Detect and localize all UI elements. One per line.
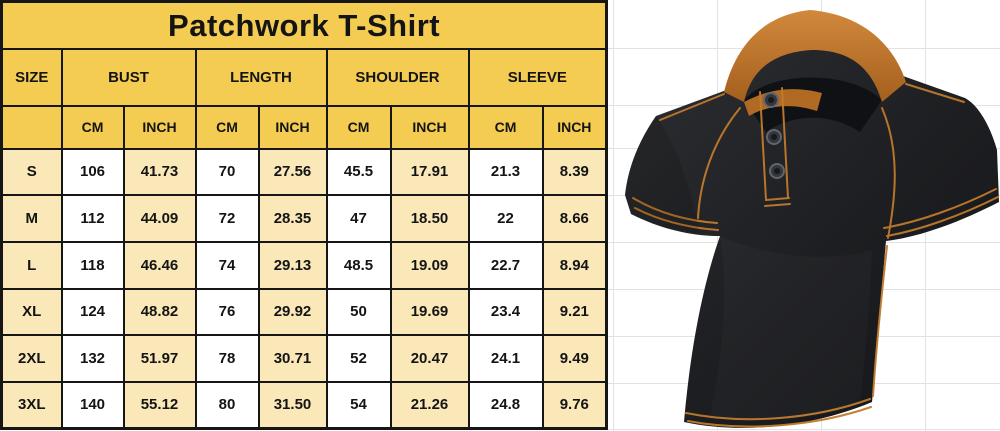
- value-cell: 76: [194, 287, 260, 337]
- button: [769, 163, 785, 179]
- value-cell: 29.92: [257, 287, 328, 337]
- value-cell: 51.97: [122, 334, 197, 383]
- value-cell: 52: [325, 334, 392, 383]
- value-cell: 44.09: [122, 194, 197, 243]
- value-cell: 24.1: [467, 334, 544, 383]
- placket-buttons: [763, 92, 785, 179]
- value-cell: 41.73: [122, 147, 197, 197]
- value-cell: 18.50: [389, 194, 470, 243]
- value-cell: 8.66: [541, 194, 608, 243]
- col-header-bust: BUST: [60, 48, 197, 108]
- value-cell: 74: [194, 240, 260, 290]
- size-cell: M: [0, 194, 63, 243]
- button: [766, 129, 782, 145]
- unit-header-inch: INCH: [541, 105, 608, 150]
- value-cell: 48.5: [325, 240, 392, 290]
- col-header-sleeve: SLEEVE: [467, 48, 608, 108]
- grid-line: [613, 0, 614, 431]
- value-cell: 9.21: [541, 287, 608, 337]
- value-cell: 80: [194, 380, 260, 430]
- value-cell: 140: [60, 380, 125, 430]
- unit-header-cm: CM: [60, 105, 125, 150]
- table-row: XL 124 48.82 76 29.92 50 19.69 23.4 9.21: [0, 287, 608, 337]
- value-cell: 8.39: [541, 147, 608, 197]
- product-photo: Black short-sleeve henley t-shirt with c…: [625, 10, 999, 428]
- fabric-shading: [625, 116, 700, 233]
- unit-header-inch: INCH: [122, 105, 197, 150]
- shirt-collar: [724, 10, 906, 102]
- value-cell: 47: [325, 194, 392, 243]
- table-row: L 118 46.46 74 29.13 48.5 19.09 22.7 8.9…: [0, 240, 608, 290]
- value-cell: 22: [467, 194, 544, 243]
- value-cell: 30.71: [257, 334, 328, 383]
- unit-header-inch: INCH: [257, 105, 328, 150]
- table-row: 3XL 140 55.12 80 31.50 54 21.26 24.8 9.7…: [0, 380, 608, 430]
- value-cell: 112: [60, 194, 125, 243]
- size-cell: L: [0, 240, 63, 290]
- group-header-row: SIZE BUST LENGTH SHOULDER SLEEVE: [0, 48, 608, 108]
- value-cell: 78: [194, 334, 260, 383]
- value-cell: 48.82: [122, 287, 197, 337]
- size-cell: 2XL: [0, 334, 63, 383]
- value-cell: 124: [60, 287, 125, 337]
- value-cell: 19.09: [389, 240, 470, 290]
- value-cell: 9.76: [541, 380, 608, 430]
- button: [763, 92, 779, 108]
- value-cell: 23.4: [467, 287, 544, 337]
- contrast-stitching: [632, 83, 999, 428]
- title-row: Patchwork T-Shirt: [0, 0, 608, 51]
- value-cell: 8.94: [541, 240, 608, 290]
- value-cell: 31.50: [257, 380, 328, 430]
- value-cell: 45.5: [325, 147, 392, 197]
- value-cell: 27.56: [257, 147, 328, 197]
- col-header-size: SIZE: [0, 48, 63, 108]
- unit-header-cm: CM: [467, 105, 544, 150]
- value-cell: 72: [194, 194, 260, 243]
- unit-header-inch: INCH: [389, 105, 470, 150]
- unit-header-row: CM INCH CM INCH CM INCH CM INCH: [0, 105, 608, 150]
- unit-header-cm: CM: [325, 105, 392, 150]
- unit-spacer-cell: [0, 105, 63, 150]
- grid-line: [605, 429, 1000, 430]
- col-header-shoulder: SHOULDER: [325, 48, 470, 108]
- col-header-length: LENGTH: [194, 48, 328, 108]
- table-row: M 112 44.09 72 28.35 47 18.50 22 8.66: [0, 194, 608, 243]
- value-cell: 21.3: [467, 147, 544, 197]
- size-chart-table: Patchwork T-Shirt SIZE BUST LENGTH SHOUL…: [0, 0, 609, 430]
- value-cell: 17.91: [389, 147, 470, 197]
- value-cell: 50: [325, 287, 392, 337]
- value-cell: 22.7: [467, 240, 544, 290]
- table-row: S 106 41.73 70 27.56 45.5 17.91 21.3 8.3…: [0, 147, 608, 197]
- size-cell: S: [0, 147, 63, 197]
- value-cell: 19.69: [389, 287, 470, 337]
- unit-header-cm: CM: [194, 105, 260, 150]
- table-row: 2XL 132 51.97 78 30.71 52 20.47 24.1 9.4…: [0, 334, 608, 383]
- size-cell: XL: [0, 287, 63, 337]
- value-cell: 29.13: [257, 240, 328, 290]
- size-cell: 3XL: [0, 380, 63, 430]
- value-cell: 132: [60, 334, 125, 383]
- value-cell: 21.26: [389, 380, 470, 430]
- value-cell: 55.12: [122, 380, 197, 430]
- value-cell: 46.46: [122, 240, 197, 290]
- value-cell: 70: [194, 147, 260, 197]
- value-cell: 28.35: [257, 194, 328, 243]
- value-cell: 24.8: [467, 380, 544, 430]
- value-cell: 106: [60, 147, 125, 197]
- value-cell: 118: [60, 240, 125, 290]
- value-cell: 54: [325, 380, 392, 430]
- chart-title: Patchwork T-Shirt: [0, 0, 608, 51]
- value-cell: 20.47: [389, 334, 470, 383]
- value-cell: 9.49: [541, 334, 608, 383]
